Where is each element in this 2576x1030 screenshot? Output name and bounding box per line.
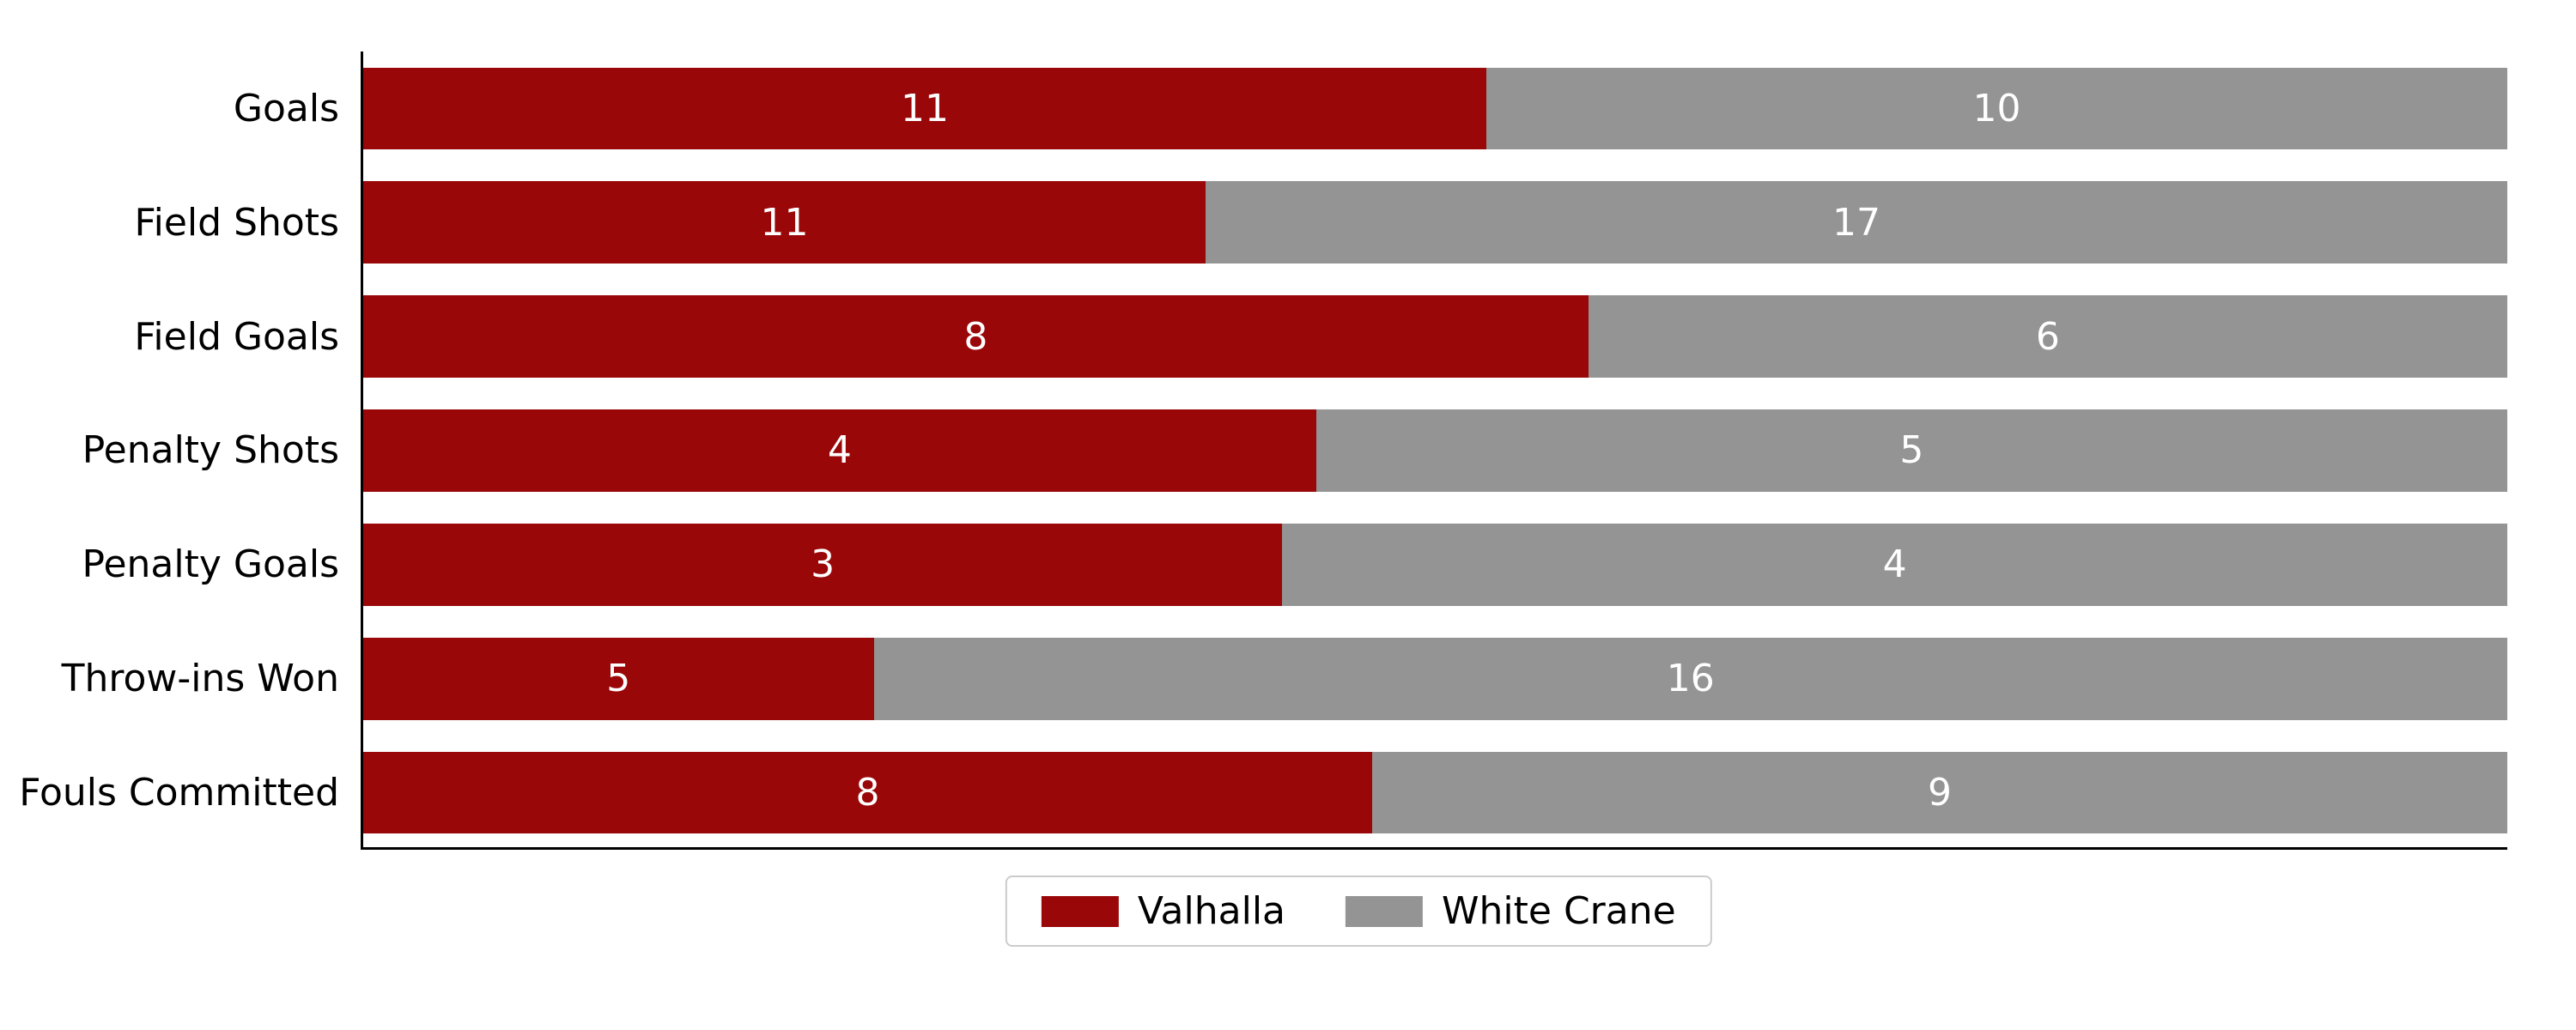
legend-item: Valhalla [1042,889,1285,933]
chart-row: Penalty Shots45 [363,409,2507,492]
chart-row: Goals1110 [363,68,2507,150]
bar-segment-series-b: 6 [1589,295,2507,378]
category-label: Field Shots [135,201,363,245]
bar-track: 516 [363,638,2507,720]
bar-segment-series-a: 11 [363,68,1486,150]
bar-segment-series-a: 3 [363,524,1282,606]
bar-track: 1117 [363,181,2507,264]
bar-segment-series-b: 17 [1206,181,2507,264]
legend-swatch [1042,896,1119,927]
comparison-bar-chart: Goals1110Field Shots1117Field Goals86Pen… [0,0,2576,1030]
bar-track: 45 [363,409,2507,492]
category-label: Goals [234,87,363,130]
chart-row: Throw-ins Won516 [363,638,2507,720]
legend-label: White Crane [1442,889,1676,933]
bar-track: 89 [363,752,2507,834]
bar-segment-series-b: 16 [874,638,2507,720]
category-label: Penalty Goals [82,542,363,586]
chart-row: Field Shots1117 [363,181,2507,264]
bar-track: 86 [363,295,2507,378]
plot-area: Goals1110 Field Shots1117 Field Goals86 Pen… [361,52,2507,850]
category-label: Field Goals [134,315,363,359]
bar-segment-series-b: 4 [1282,524,2507,606]
chart-row: Penalty Goals34 [363,524,2507,606]
bar-segment-series-b: 10 [1486,68,2507,150]
bar-segment-series-a: 8 [363,752,1372,834]
legend-item: White Crane [1346,889,1676,933]
bar-segment-series-a: 4 [363,409,1316,492]
chart-row: Field Goals86 [363,295,2507,378]
bar-track: 34 [363,524,2507,606]
bar-track: 1110 [363,68,2507,150]
category-label: Penalty Shots [82,428,363,472]
bar-segment-series-a: 5 [363,638,874,720]
category-label: Fouls Committed [19,771,363,815]
bar-segment-series-a: 11 [363,181,1206,264]
bar-segment-series-b: 9 [1372,752,2507,834]
bar-segment-series-a: 8 [363,295,1589,378]
legend-swatch [1346,896,1423,927]
category-label: Throw-ins Won [62,657,363,700]
legend: Valhalla White Crane [1005,876,1712,947]
chart-row: Fouls Committed89 [363,752,2507,834]
legend-label: Valhalla [1138,889,1285,933]
bar-segment-series-b: 5 [1316,409,2507,492]
